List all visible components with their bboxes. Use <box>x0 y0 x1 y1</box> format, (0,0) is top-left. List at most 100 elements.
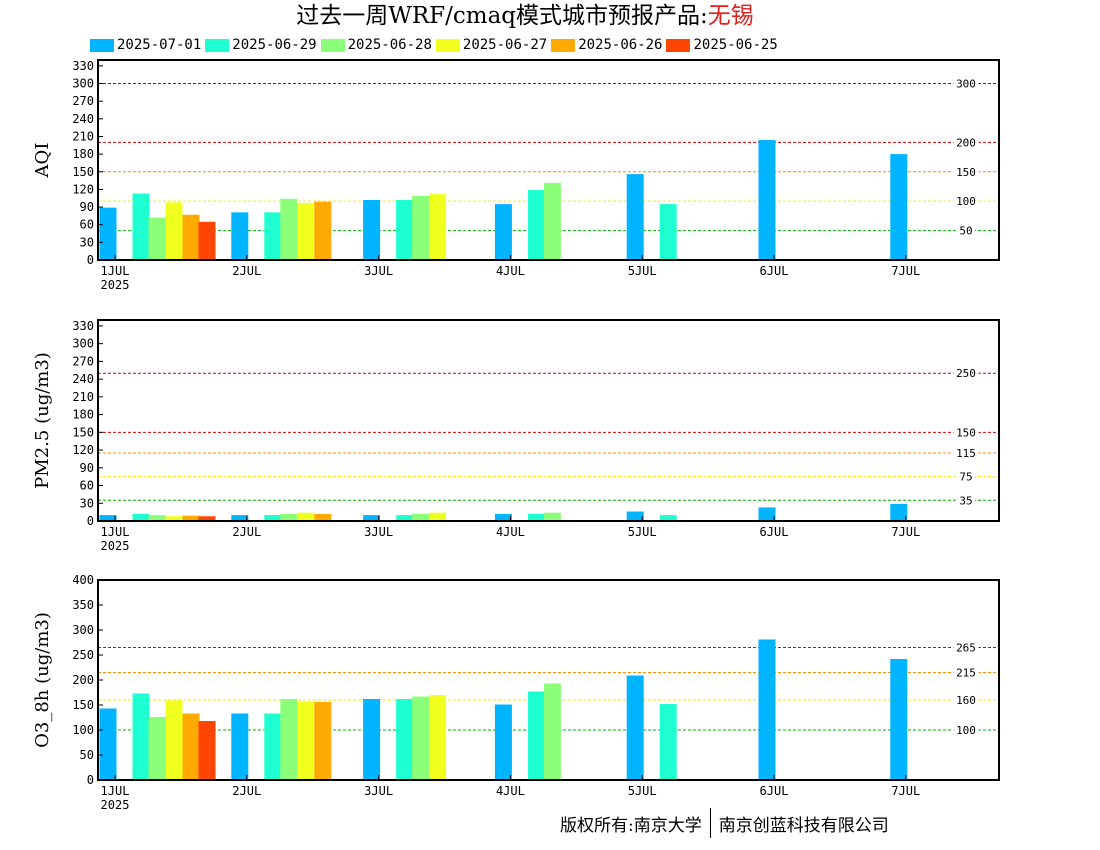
y-tick-label: 0 <box>87 253 94 267</box>
bar <box>626 511 644 521</box>
y-tick-label: 0 <box>87 514 94 528</box>
y-tick-label: 210 <box>72 390 94 404</box>
bar <box>429 512 447 521</box>
y-tick-label: 90 <box>80 461 94 475</box>
bar <box>280 513 298 521</box>
y-axis-label: AQI <box>32 143 53 179</box>
legend-item: 2025-06-28 <box>320 36 432 54</box>
bar <box>412 513 430 521</box>
threshold-label-bg <box>953 694 979 706</box>
threshold-label: 35 <box>959 494 972 507</box>
plot-frame <box>97 319 1000 522</box>
legend-swatch <box>435 38 460 52</box>
x-tick-label: 1JUL <box>101 525 130 539</box>
copyright: 版权所有:南京大学 南京创蓝科技有限公司 <box>560 808 889 838</box>
y-tick-label: 150 <box>72 425 94 439</box>
bar <box>280 699 298 780</box>
bar <box>297 701 315 780</box>
bar <box>412 195 430 260</box>
legend-label: 2025-06-26 <box>578 37 663 53</box>
x-tick-label: 6JUL <box>760 784 789 798</box>
bar <box>297 512 315 521</box>
bar <box>494 704 512 780</box>
bar <box>626 174 644 260</box>
bar <box>659 515 677 521</box>
bar <box>182 214 200 260</box>
y-tick-label: 150 <box>72 165 94 179</box>
threshold-label: 300 <box>956 78 976 91</box>
bar <box>264 713 282 780</box>
x-tick-label: 6JUL <box>760 525 789 539</box>
y-tick-label: 300 <box>72 77 94 91</box>
legend-swatch <box>320 38 345 52</box>
bar <box>148 217 166 260</box>
threshold-label-bg <box>957 470 975 483</box>
bar <box>314 513 332 521</box>
threshold-label-bg <box>953 724 979 736</box>
threshold-label-bg <box>953 447 979 460</box>
y-tick-label: 330 <box>72 319 94 333</box>
x-tick-label: 1JUL <box>101 264 130 278</box>
x-tick-label: 6JUL <box>760 264 789 278</box>
y-tick-label: 300 <box>72 337 94 351</box>
bar <box>758 639 776 780</box>
bar <box>280 198 298 260</box>
y-tick-label: 330 <box>72 59 94 73</box>
bar <box>99 207 117 260</box>
y-tick-label: 60 <box>80 218 94 232</box>
threshold-label: 115 <box>956 447 976 460</box>
x-tick-label: 4JUL <box>496 264 525 278</box>
y-tick-label: 250 <box>72 648 94 662</box>
x-tick-label: 5JUL <box>628 525 657 539</box>
bar <box>132 193 150 260</box>
bar <box>165 202 183 260</box>
threshold-label-bg <box>953 195 979 208</box>
bar <box>363 200 381 260</box>
threshold-label: 265 <box>956 642 976 655</box>
threshold-label: 75 <box>959 471 972 484</box>
legend-label: 2025-06-28 <box>347 37 432 53</box>
legend-item: 2025-06-29 <box>205 36 317 54</box>
y-tick-label: 350 <box>72 598 94 612</box>
threshold-label-bg <box>953 426 979 439</box>
bar <box>758 140 776 260</box>
bar <box>182 515 200 521</box>
y-tick-label: 30 <box>80 235 94 249</box>
y-tick-label: 400 <box>72 573 94 587</box>
bar <box>297 202 315 260</box>
y-axis-label: PM2.5 (ug/m3) <box>32 352 53 489</box>
bar <box>527 691 545 780</box>
bar <box>494 204 512 260</box>
x-tick-label: 2JUL <box>232 264 261 278</box>
x-year-label: 2025 <box>101 798 130 812</box>
bar <box>198 221 216 260</box>
y-tick-label: 200 <box>72 673 94 687</box>
threshold-label: 50 <box>959 225 972 238</box>
legend-label: 2025-06-29 <box>232 37 317 53</box>
x-tick-label: 3JUL <box>364 264 393 278</box>
bar <box>363 699 381 780</box>
x-year-label: 2025 <box>101 278 130 292</box>
threshold-label-bg <box>957 494 975 507</box>
bar <box>527 513 545 521</box>
bar <box>543 683 561 780</box>
bar <box>363 515 381 521</box>
legend-label: 2025-06-25 <box>693 37 778 53</box>
bar <box>132 513 150 521</box>
threshold-label: 150 <box>956 166 976 179</box>
y-tick-label: 270 <box>72 94 94 108</box>
bar <box>148 515 166 521</box>
bar <box>543 512 561 521</box>
y-tick-label: 270 <box>72 354 94 368</box>
bar <box>429 695 447 780</box>
bar <box>659 204 677 260</box>
y-tick-label: 240 <box>72 112 94 126</box>
threshold-label: 150 <box>956 426 976 439</box>
bar <box>165 700 183 780</box>
threshold-label-bg <box>953 165 979 178</box>
x-tick-label: 3JUL <box>364 525 393 539</box>
title-city: 无锡 <box>707 3 754 29</box>
bar <box>132 693 150 780</box>
x-tick-label: 4JUL <box>496 784 525 798</box>
